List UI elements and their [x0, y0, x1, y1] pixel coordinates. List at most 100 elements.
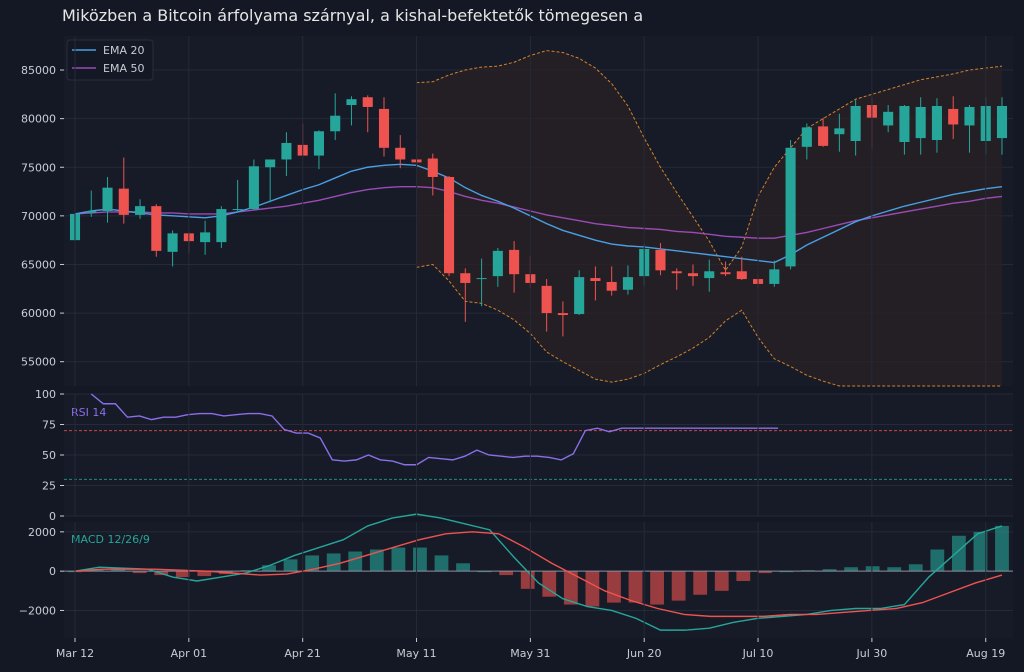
candle-body — [769, 269, 780, 284]
macd-histogram-bar — [930, 549, 945, 572]
candle-body — [151, 206, 162, 251]
candle-body — [265, 159, 276, 168]
x-tick-label: Apr 21 — [284, 647, 321, 660]
candle-body — [167, 233, 178, 252]
macd-histogram-bar — [542, 571, 557, 597]
candle-body — [346, 99, 357, 106]
macd-histogram-bar — [175, 571, 190, 578]
candle-body — [850, 106, 861, 141]
price-y-tick-label: 60000 — [21, 307, 56, 320]
macd-histogram-bar — [262, 565, 276, 572]
legend: EMA 20 EMA 50 — [66, 39, 154, 81]
candle-body — [541, 285, 552, 314]
candle-body — [102, 187, 113, 211]
candle-body — [378, 108, 390, 148]
macd-histogram-bar — [520, 571, 535, 589]
x-tick-label: Aug 19 — [966, 647, 1005, 660]
candle-body — [931, 106, 942, 141]
legend-label: EMA 20 — [103, 44, 144, 57]
candle-body — [834, 128, 845, 135]
x-tick-label: Jul 10 — [742, 647, 774, 660]
macd-histogram-bar — [132, 571, 147, 574]
rsi-y-tick-label: 0 — [49, 510, 56, 523]
candle-body — [671, 271, 682, 274]
candle-body — [313, 131, 324, 156]
price-panel: 55000 60000 65000 70000 75000 80000 85000 EMA 2… — [21, 36, 1013, 387]
macd-histogram-bar — [822, 569, 837, 572]
macd-histogram-bar — [283, 559, 298, 572]
x-tick-label: Jun 20 — [626, 647, 662, 660]
macd-histogram-bar — [197, 571, 212, 577]
macd-label: MACD 12/26/9 — [71, 533, 150, 546]
candle-body — [362, 97, 373, 107]
macd-histogram-bar — [650, 571, 664, 605]
candle-body — [200, 232, 211, 243]
x-tick-label: Apr 01 — [171, 647, 208, 660]
ema50-line — [74, 185, 1003, 239]
macd-histogram-bar — [434, 555, 449, 572]
x-tick-label: May 11 — [396, 647, 436, 660]
macd-histogram-bar — [456, 563, 470, 572]
candle-body — [915, 106, 926, 139]
macd-histogram-bar — [714, 571, 729, 591]
price-y-tick-label: 80000 — [21, 113, 56, 126]
candle-body — [818, 126, 829, 146]
macd-histogram-bar — [671, 571, 686, 601]
candle-body — [574, 277, 585, 315]
rsi-y-tick-label: 25 — [42, 480, 56, 493]
candle-body — [720, 272, 731, 275]
candle-body — [395, 147, 406, 160]
macd-histogram-bar — [607, 571, 621, 603]
legend-label: EMA 50 — [103, 62, 144, 75]
candle-body — [330, 115, 341, 132]
macd-histogram-bar — [908, 564, 923, 572]
candle-body — [118, 188, 129, 215]
x-axis: Mar 12 Apr 01 Apr 21 May 11 May 31 Jun 20 Jul … — [56, 36, 1005, 660]
candle-body — [622, 277, 633, 290]
rsi-y-tick-label: 50 — [42, 449, 56, 462]
rsi-label: RSI 14 — [71, 406, 106, 419]
macd-histogram-bar — [348, 551, 363, 572]
macd-histogram-bar — [585, 571, 600, 607]
candle-body — [964, 106, 975, 126]
macd-signal-line — [74, 531, 1003, 618]
candle-body — [86, 211, 97, 213]
chart-title: Miközben a Bitcoin árfolyama szárnyal, a… — [62, 6, 644, 25]
macd-histogram-bar — [628, 571, 643, 603]
macd-histogram-bar — [736, 571, 751, 581]
price-y-tick-label: 70000 — [21, 210, 56, 223]
candle-body — [232, 209, 243, 211]
band-lower-line — [416, 263, 1002, 387]
candle-body — [736, 271, 747, 280]
candle-body — [281, 142, 292, 160]
macd-y-tick-label: 2000 — [28, 526, 56, 539]
candle-body — [509, 249, 520, 275]
macd-histogram-bar — [995, 525, 1009, 572]
macd-y-tick-label: 0 — [49, 565, 56, 578]
macd-histogram-bar — [693, 571, 708, 595]
macd-histogram-bar — [305, 555, 320, 572]
macd-line — [74, 513, 1003, 631]
candle-body — [248, 166, 259, 210]
macd-histogram-bar — [413, 547, 427, 572]
macd-histogram-bar — [757, 571, 772, 574]
macd-histogram-bar — [563, 571, 578, 605]
ema20-line — [74, 163, 1003, 264]
price-y-tick-label: 85000 — [21, 64, 56, 77]
macd-histogram-bar — [973, 531, 988, 572]
candle-body — [476, 278, 487, 280]
macd-histogram-bar — [844, 567, 858, 572]
candle-body — [444, 176, 455, 274]
candle-body — [883, 111, 894, 126]
macd-y-tick-label: −2000 — [19, 604, 56, 617]
candle-body — [557, 313, 568, 316]
candle-body — [785, 147, 796, 267]
candle-body — [948, 108, 959, 125]
candle-body — [460, 273, 471, 283]
macd-histogram-bar — [499, 571, 514, 576]
band-upper-line — [416, 50, 1003, 272]
macd-panel-bg — [64, 522, 1013, 638]
rsi-line — [90, 393, 779, 466]
macd-histogram-bar — [369, 549, 384, 572]
